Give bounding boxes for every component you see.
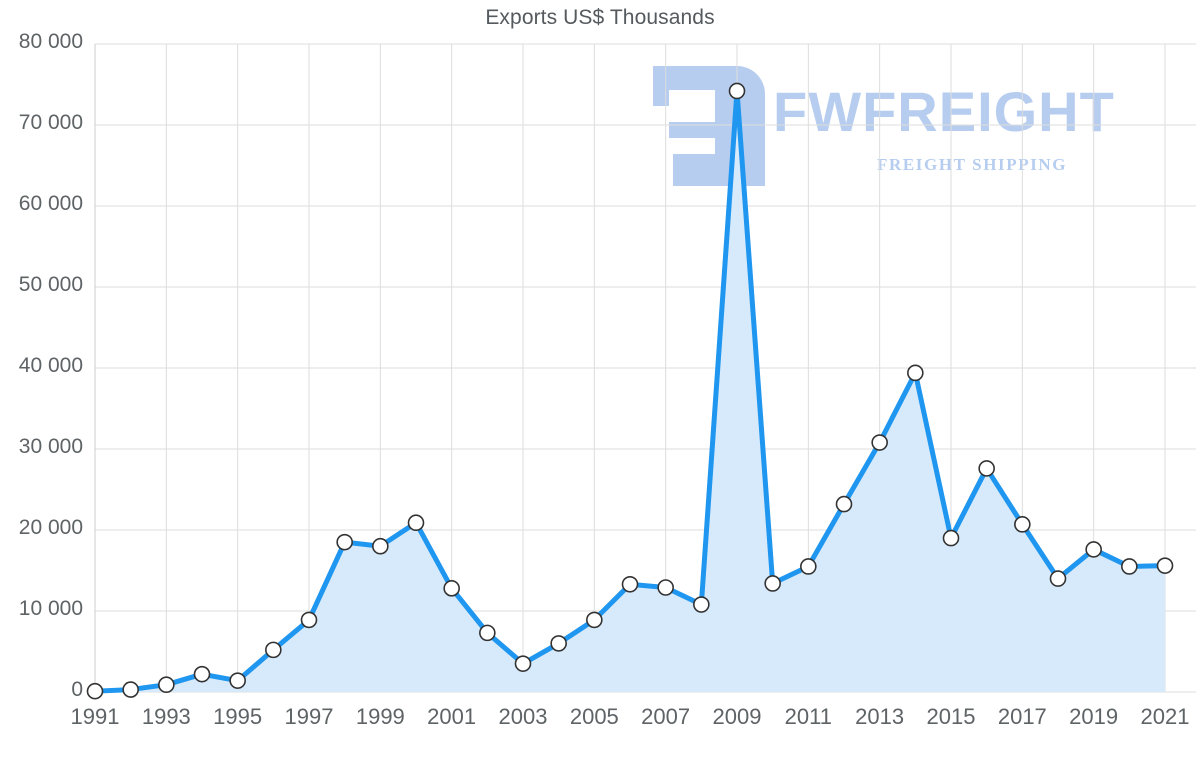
x-axis-tick-label: 1997 xyxy=(284,704,334,729)
data-point-marker[interactable] xyxy=(1014,516,1031,533)
y-axis-tick-label: 30 000 xyxy=(18,435,83,458)
data-point-marker[interactable] xyxy=(193,665,211,683)
y-axis-tick-label: 0 xyxy=(71,678,83,701)
data-point-marker[interactable] xyxy=(265,641,282,659)
x-axis-tick-label: 2017 xyxy=(997,704,1047,729)
data-point-marker[interactable] xyxy=(978,460,995,477)
data-point-marker[interactable] xyxy=(728,82,746,100)
x-axis-tick-label: 2003 xyxy=(498,704,548,729)
y-axis-tick-label: 70 000 xyxy=(18,111,83,134)
x-axis-tick-label: 2019 xyxy=(1069,704,1119,729)
data-point-marker[interactable] xyxy=(1121,558,1138,575)
x-axis-tick-label: 1999 xyxy=(355,704,405,729)
data-point-marker[interactable] xyxy=(871,434,888,451)
data-point-marker[interactable] xyxy=(586,611,603,629)
x-axis-tick-label: 2009 xyxy=(712,704,762,729)
data-point-marker[interactable] xyxy=(479,624,496,642)
data-point-marker[interactable] xyxy=(122,681,139,698)
data-point-marker[interactable] xyxy=(942,529,960,547)
data-point-marker[interactable] xyxy=(443,580,460,597)
data-point-marker[interactable] xyxy=(621,575,639,593)
y-axis-tick-label: 10 000 xyxy=(18,597,83,620)
data-point-marker[interactable] xyxy=(158,676,175,694)
y-axis-tick-label: 40 000 xyxy=(18,354,83,377)
data-point-marker[interactable] xyxy=(300,611,318,629)
data-point-marker[interactable] xyxy=(693,596,710,613)
x-axis-tick-label: 2005 xyxy=(569,704,619,729)
data-point-markers[interactable] xyxy=(86,82,1174,700)
data-point-marker[interactable] xyxy=(550,635,567,652)
data-point-marker[interactable] xyxy=(1156,557,1174,574)
x-axis-tick-label: 1991 xyxy=(70,704,120,729)
x-axis-tick-label: 2001 xyxy=(427,704,477,729)
data-point-marker[interactable] xyxy=(407,514,425,532)
x-axis-tick-label: 2007 xyxy=(641,704,691,729)
data-point-marker[interactable] xyxy=(764,575,781,592)
chart-title: Exports US$ Thousands xyxy=(485,6,715,29)
area-fill xyxy=(95,90,1165,693)
x-axis-tick-label: 2021 xyxy=(1140,704,1190,729)
x-axis-tick-label: 2015 xyxy=(926,704,976,729)
x-axis-tick-label: 2013 xyxy=(855,704,905,729)
data-point-marker[interactable] xyxy=(1049,570,1067,587)
data-point-marker[interactable] xyxy=(86,682,104,700)
data-point-marker[interactable] xyxy=(907,364,924,382)
data-point-marker[interactable] xyxy=(514,655,532,672)
x-axis-tick-label: 1993 xyxy=(141,704,191,729)
x-axis-tick-label: 2011 xyxy=(784,704,832,729)
y-axis-tick-label: 50 000 xyxy=(18,273,83,296)
x-axis-tick-label: 1995 xyxy=(213,704,263,729)
data-point-marker[interactable] xyxy=(657,579,674,596)
data-point-marker[interactable] xyxy=(1085,541,1102,558)
y-axis-tick-label: 60 000 xyxy=(18,192,83,215)
y-axis-tick-label: 80 000 xyxy=(18,30,83,53)
data-point-marker[interactable] xyxy=(835,495,853,513)
data-point-marker[interactable] xyxy=(800,558,817,575)
data-point-marker[interactable] xyxy=(372,537,389,555)
data-point-marker[interactable] xyxy=(336,533,353,551)
y-axis-tick-label: 20 000 xyxy=(18,516,83,539)
data-point-marker[interactable] xyxy=(229,672,246,689)
